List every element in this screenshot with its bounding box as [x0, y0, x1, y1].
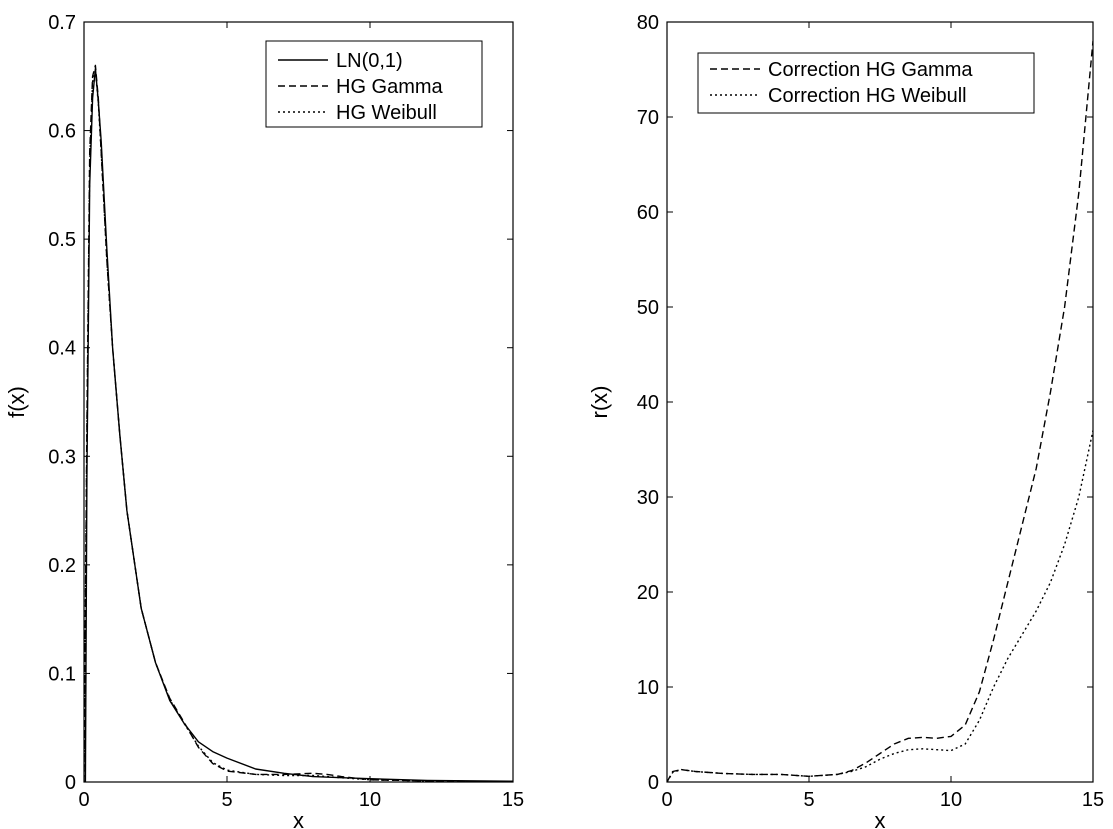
legend-label: HG Gamma [336, 76, 444, 98]
legend-label: Correction HG Gamma [768, 59, 973, 81]
x-tick-label: 10 [940, 789, 962, 811]
series-line-3 [84, 70, 513, 782]
legend-box [265, 40, 483, 128]
series-line-2 [84, 64, 513, 782]
y-tick-label: 10 [637, 677, 659, 699]
y-tick-label: 0.3 [48, 446, 76, 468]
y-axis-label: f(x) [4, 386, 29, 418]
plot-frame [666, 21, 1094, 783]
y-tick-label: 30 [637, 487, 659, 509]
x-axis-label: x [875, 808, 886, 829]
chart-panel-2: 0 5 10 15 0 10 20 30 40 50 60 70 80 x r(x) Correction H… [587, 12, 1104, 829]
y-tick-label: 0.6 [48, 121, 76, 143]
chart-panel-1: 0 5 10 15 0 0.1 0.2 0.3 0.4 0.5 0.6 0.7 x f(x) LN(0,1)… [4, 12, 524, 829]
y-tick-label: 0.2 [48, 555, 76, 577]
y-tick-label: 0 [65, 772, 76, 794]
y-tick-label: 0 [648, 772, 659, 794]
legend-box [697, 52, 1035, 114]
legend-label: Correction HG Weibull [768, 85, 967, 107]
y-tick-label: 0.1 [48, 663, 76, 685]
legend-label: LN(0,1) [336, 50, 403, 72]
series-line-2 [667, 430, 1093, 782]
y-tick-label: 80 [637, 12, 659, 34]
y-tick-label: 0.5 [48, 229, 76, 251]
y-tick-label: 0.4 [48, 338, 76, 360]
y-tick-label: 20 [637, 582, 659, 604]
x-tick-label: 5 [803, 789, 814, 811]
plot-frame [83, 21, 514, 783]
x-tick-label: 15 [1082, 789, 1104, 811]
x-tick-label: 5 [221, 789, 232, 811]
x-tick-label: 10 [359, 789, 381, 811]
x-tick-label: 15 [502, 789, 524, 811]
x-tick-label: 0 [78, 789, 89, 811]
series-line-1 [667, 40, 1093, 782]
x-axis-label: x [293, 808, 304, 829]
series-line-1 [84, 67, 513, 782]
y-tick-label: 50 [637, 297, 659, 319]
x-tick-label: 0 [661, 789, 672, 811]
y-tick-label: 0.7 [48, 12, 76, 34]
y-tick-label: 40 [637, 392, 659, 414]
y-axis-label: r(x) [587, 386, 612, 419]
legend-label: HG Weibull [336, 102, 437, 124]
legend: Correction HG Gamma Correction HG Weibull [697, 52, 1035, 114]
y-tick-label: 60 [637, 202, 659, 224]
y-tick-label: 70 [637, 107, 659, 129]
legend: LN(0,1) HG Gamma HG Weibull [265, 40, 483, 128]
